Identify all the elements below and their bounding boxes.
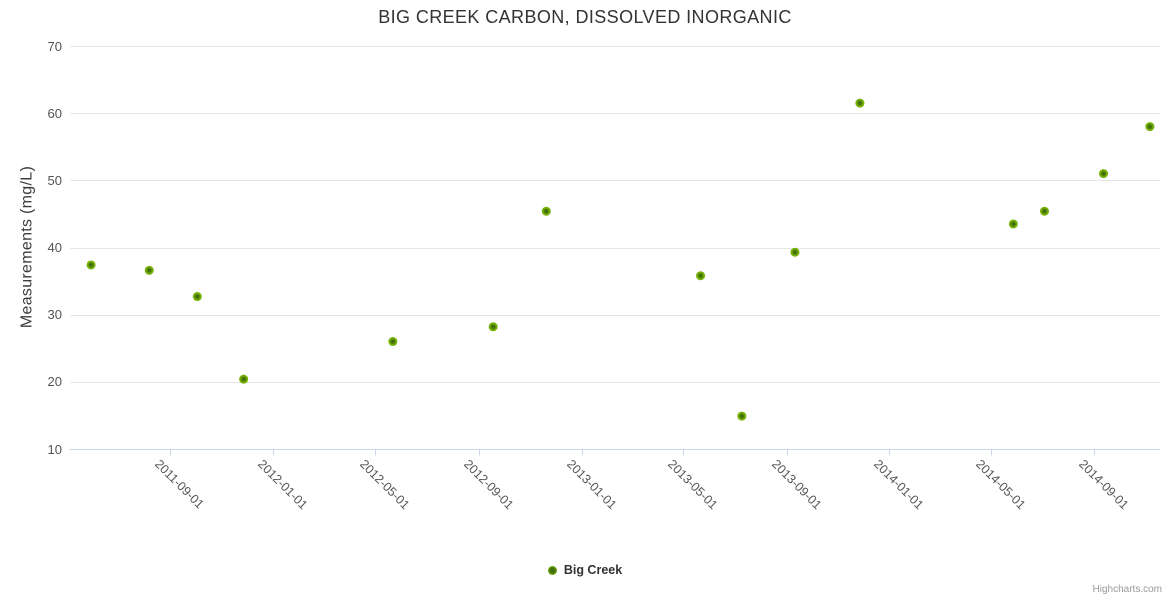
legend-label: Big Creek — [563, 563, 623, 577]
grid-lines — [70, 46, 1160, 450]
data-point-big-creek-2012-09-18[interactable] — [488, 322, 498, 332]
data-point-big-creek-2014-07-04[interactable] — [1040, 206, 1050, 216]
data-point-big-creek-2014-05-28[interactable] — [1008, 219, 1018, 229]
data-point-big-creek-2014-09-12[interactable] — [1099, 169, 1109, 179]
data-point-big-creek-2013-11-27[interactable] — [855, 98, 865, 108]
data-point-big-creek-2011-11-27[interactable] — [239, 374, 249, 384]
data-point-big-creek-2011-10-03[interactable] — [192, 292, 202, 302]
data-points — [86, 98, 1155, 421]
y-tick-label-50: 50 — [47, 172, 62, 188]
y-tick-label-70: 70 — [47, 38, 62, 54]
data-point-big-creek-2012-05-22[interactable] — [388, 337, 398, 347]
y-tick-label-20: 20 — [47, 374, 62, 390]
data-point-big-creek-2011-08-07[interactable] — [144, 265, 154, 275]
data-point-big-creek-2013-05-22[interactable] — [696, 271, 706, 281]
y-tick-label-40: 40 — [47, 240, 62, 255]
legend-item-big-creek[interactable]: Big Creek — [0, 563, 1170, 577]
data-point-big-creek-2013-07-10[interactable] — [737, 411, 747, 421]
y-tick-label-60: 60 — [47, 105, 62, 121]
highcharts-credits-link[interactable]: Highcharts.com — [1092, 584, 1162, 595]
data-point-big-creek-2011-05-30[interactable] — [86, 260, 96, 270]
chart-title: BIG CREEK CARBON, DISSOLVED INORGANIC — [378, 7, 792, 27]
y-tick-label-10: 10 — [47, 441, 62, 457]
data-point-big-creek-2013-09-11[interactable] — [790, 247, 800, 257]
legend-marker-icon — [547, 565, 557, 575]
data-point-big-creek-2014-11-06[interactable] — [1145, 122, 1155, 132]
axis-lines — [70, 449, 1160, 456]
data-point-big-creek-2012-11-20[interactable] — [541, 206, 551, 216]
y-tick-label-30: 30 — [47, 307, 62, 323]
